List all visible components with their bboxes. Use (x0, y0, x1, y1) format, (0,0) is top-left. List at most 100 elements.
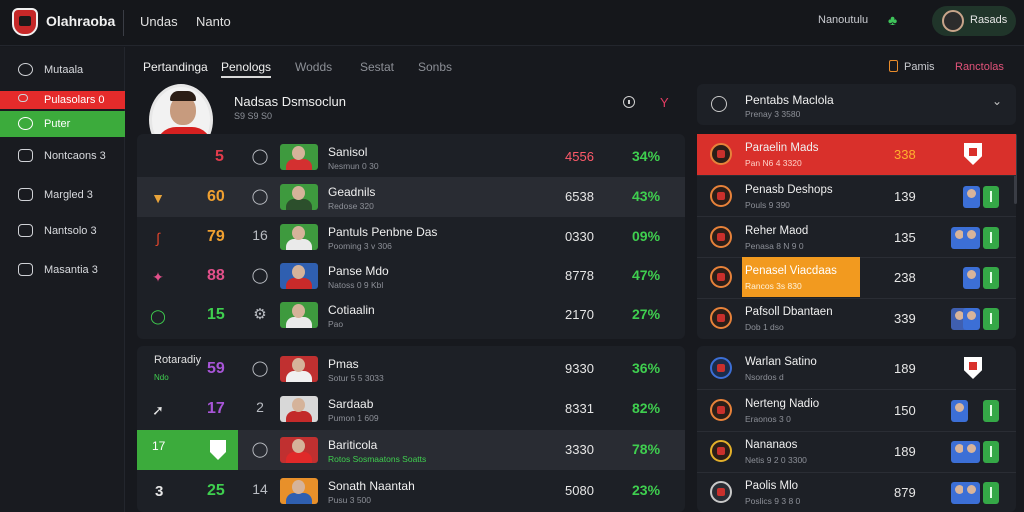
sidebar-item-1[interactable]: Mutaala (0, 57, 125, 83)
player-photo (280, 263, 318, 289)
table-row[interactable]: ▼ 60 ◯ Geadnils Redose 320 6538 43% (137, 177, 685, 217)
table-row[interactable]: ✦ 88 ◯ Panse Mdo Natoss 0 9 Kbl 8778 47% (137, 256, 685, 296)
sidebar-item-label: Margled 3 (44, 189, 93, 201)
calendar-icon (18, 149, 33, 162)
tab-5[interactable]: Sonbs (418, 60, 453, 74)
table-row[interactable]: 3 25 14 Sonath Naantah Pusu 3 500 5080 2… (137, 471, 685, 511)
player-score: 9330 (565, 361, 594, 376)
player-name: Pmas (328, 357, 359, 371)
player-score: 4556 (565, 149, 594, 164)
profile-sub: S9 S9 S0 (234, 111, 273, 121)
team-row[interactable]: Warlan Satino Nsordos d 189 (697, 348, 1016, 389)
player-name: Bariticola (328, 438, 378, 452)
team-row-value: 139 (894, 189, 916, 204)
rank-number: 59 (207, 360, 225, 377)
player-score: 3330 (565, 442, 594, 457)
table-row[interactable]: ∫ 79 16 Pantuls Penbne Das Pooming 3 v 3… (137, 217, 685, 257)
clover-icon[interactable]: ♣ (888, 12, 898, 28)
shield-icon: ◯ (251, 148, 269, 165)
team-row-sub: Rancos 3s 830 (745, 281, 802, 291)
section-title: Rotaradiy (154, 354, 202, 366)
table-row[interactable]: ➚ 17 2 Sardaab Pumon 1 609 8331 82% (137, 389, 685, 429)
sidebar-item-6[interactable]: Nantsolo 3 (0, 218, 125, 244)
sidebar-item-2[interactable]: Pulasolars 0 (0, 91, 125, 109)
tab-2[interactable]: Penologs (221, 60, 272, 78)
table-row[interactable]: 17 ◯ Bariticola Rotos Sosmaatons Soatts … (137, 430, 685, 470)
player-pct: 23% (632, 482, 661, 498)
stat-chip-icon (983, 482, 999, 504)
position-number: 14 (252, 481, 268, 497)
tab-4[interactable]: Sestat (360, 60, 395, 74)
player-sub: Pumon 1 609 (328, 413, 379, 423)
shield-icon: ◯ (251, 188, 269, 205)
divider (697, 472, 1016, 473)
team-row[interactable]: Penasel Viacdaas Rancos 3s 830 238 (697, 257, 1016, 298)
sidebar-item-4[interactable]: Nontcaons 3 (0, 143, 125, 169)
sidebar-item-label: Nontcaons 3 (44, 150, 106, 162)
player-name: Pantuls Penbne Das (328, 225, 438, 239)
tab-1[interactable]: Pertandinga (143, 60, 208, 74)
team-row[interactable]: Nananaos Netis 9 2 0 3300 189 (697, 431, 1016, 472)
user-menu[interactable]: Rasads (932, 6, 1016, 36)
player-list-card (137, 134, 685, 339)
app-logo-icon[interactable] (12, 8, 38, 36)
team-row[interactable]: Nerteng Nadio Eraonos 3 0 150 (697, 390, 1016, 431)
shield-icon (964, 143, 982, 165)
team-row-name: Warlan Satino (745, 356, 817, 368)
topbar-status-text[interactable]: Nanoutulu (818, 14, 869, 26)
team-row-sub: Poslics 9 3 8 0 (745, 496, 801, 506)
topnav-item-2[interactable]: Nanto (196, 14, 231, 29)
team-selector[interactable]: Pentabs Maclola Prenay 3 3580 ⌄ (697, 84, 1016, 125)
rank-mark: 3 (155, 483, 164, 500)
filter-icon[interactable]: Y (660, 95, 669, 110)
team-row[interactable]: Pafsoll Dbantaen Dob 1 dso 339 (697, 298, 1016, 339)
sidebar-item-7[interactable]: Masantia 3 (0, 257, 125, 283)
team-row[interactable]: Penasb Deshops Pouls 9 390 139 (697, 176, 1016, 217)
chevron-down-icon[interactable]: ⌄ (992, 94, 1003, 108)
table-row[interactable]: 5 ◯ Sanisol Nesmun 0 30 4556 34% (137, 137, 685, 177)
team-sub: Prenay 3 3580 (745, 109, 801, 119)
team-row-name: Paraelin Mads (745, 142, 819, 154)
team-row-name: Nananaos (745, 439, 798, 451)
player-name: Sonath Naantah (328, 479, 415, 493)
shield-icon: ▼ (151, 190, 165, 206)
link-1[interactable]: Pamis (904, 61, 935, 73)
team-row[interactable]: Paolis Mlo Poslics 9 3 8 0 879 (697, 472, 1016, 512)
sidebar-item-label: Puter (44, 118, 71, 130)
player-score: 5080 (565, 483, 594, 498)
stat-chip-icon (983, 308, 999, 330)
sidebar-item-3[interactable]: Puter (0, 111, 125, 137)
club-badge-icon (710, 440, 732, 462)
player-photo (280, 478, 318, 504)
info-icon[interactable] (623, 96, 635, 108)
stat-chip-icon (983, 186, 999, 208)
team-row[interactable]: Paraelin Mads Pan N6 4 3320 338 (697, 134, 1016, 175)
player-name: Cotiaalin (328, 303, 375, 317)
topnav-item-1[interactable]: Undas (140, 14, 178, 29)
table-row[interactable]: ◯ 15 ⚙ Cotiaalin Pao 2170 27% (137, 295, 685, 335)
team-row[interactable]: Reher Maod Penasa 8 N 9 0 135 (697, 217, 1016, 258)
player-sub: Sotur 5 5 3033 (328, 373, 384, 383)
player-score: 2170 (565, 307, 594, 322)
tab-3[interactable]: Wodds (295, 60, 333, 74)
section-sub: Ndo (154, 373, 169, 382)
club-badge-icon (710, 143, 732, 165)
team-row-value: 150 (894, 403, 916, 418)
sidebar-item-label: Nantsolo 3 (44, 225, 97, 237)
profile-name: Nadsas Dsmsoclun (234, 94, 346, 109)
stat-chip-icon (983, 227, 999, 249)
sidebar-item-5[interactable]: Margled 3 (0, 182, 125, 208)
team-row-name: Paolis Mlo (745, 480, 799, 492)
player-photo (280, 356, 318, 382)
sidebar-item-label: Pulasolars 0 (44, 94, 105, 106)
team-row-value: 879 (894, 485, 916, 500)
player-name: Geadnils (328, 185, 376, 199)
star-icon: ✦ (152, 269, 164, 285)
player-name: Sardaab (328, 397, 374, 411)
table-row[interactable]: Rotaradiy Ndo 59 ◯ Pmas Sotur 5 5 3033 9… (137, 349, 685, 389)
team-row-value: 189 (894, 444, 916, 459)
player-photo (280, 396, 318, 422)
player-score: 8778 (565, 268, 594, 283)
link-2[interactable]: Ranctolas (955, 61, 1004, 73)
app-title: Olahraoba (46, 13, 116, 29)
